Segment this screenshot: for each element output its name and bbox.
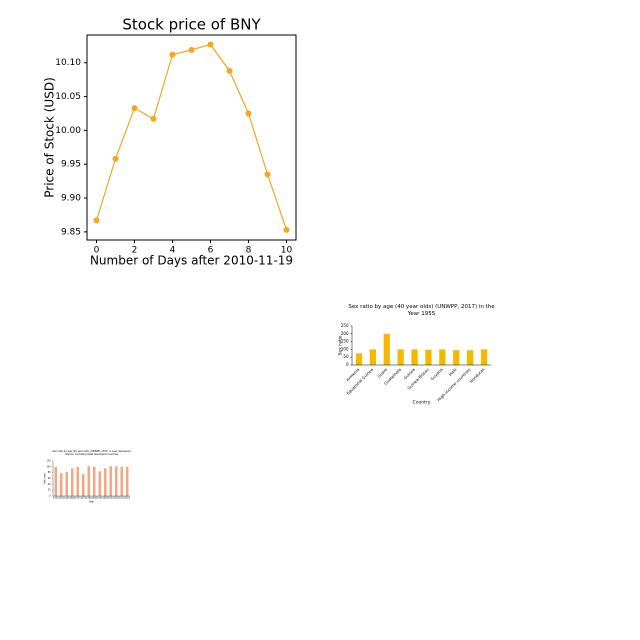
point xyxy=(245,110,252,117)
y-tick-label: 0 xyxy=(49,495,51,498)
x-tick-label: 2 xyxy=(132,246,138,256)
y-tick-label: 60 xyxy=(48,477,51,480)
point xyxy=(169,51,176,58)
point xyxy=(264,171,271,178)
y-tick-label: 120 xyxy=(46,460,51,463)
bar xyxy=(115,466,118,496)
bar xyxy=(60,473,63,496)
y-tick-label: 20 xyxy=(48,489,51,492)
x-tick-label: 1955 xyxy=(58,497,64,500)
x-tick-label: 1990 xyxy=(97,497,103,500)
x-tick-label: 2010 xyxy=(119,497,125,500)
chart-title: Stock price of BNY xyxy=(122,16,261,34)
y-tick-label: 40 xyxy=(48,483,51,486)
point xyxy=(226,67,233,74)
x-tick-label: 1950 xyxy=(53,497,59,500)
y-tick-label: 10.10 xyxy=(55,58,81,68)
bar xyxy=(71,468,74,496)
point xyxy=(93,217,100,224)
x-axis-label: Year xyxy=(89,501,94,504)
y-tick-label: 100 xyxy=(46,465,51,468)
bar xyxy=(126,466,129,496)
x-tick-label: Honduras xyxy=(468,367,485,384)
bar xyxy=(355,353,363,365)
y-tick-label: 150 xyxy=(341,339,349,344)
x-tick-label: 1995 xyxy=(102,497,108,500)
y-tick-label: 80 xyxy=(48,471,51,474)
bar xyxy=(109,466,112,496)
y-tick-label: 10.05 xyxy=(55,92,81,102)
x-tick-label: 1975 xyxy=(80,497,86,500)
y-tick-label: 50 xyxy=(343,354,349,359)
y-axis-label: Sex ratio xyxy=(44,473,47,484)
bar xyxy=(453,350,460,365)
bar xyxy=(82,474,85,496)
bar xyxy=(54,466,57,496)
y-tick-label: 200 xyxy=(341,331,349,336)
x-tick-label: 2005 xyxy=(113,497,119,500)
y-tick-label: 9.85 xyxy=(61,227,81,237)
x-tick-label: 1970 xyxy=(75,497,81,500)
x-tick-label: Equatorial Guinea xyxy=(345,366,374,395)
x-tick-label: 1960 xyxy=(64,497,70,500)
bar xyxy=(439,349,446,365)
bar xyxy=(425,349,432,365)
bar xyxy=(411,349,418,365)
x-tick-label: 2000 xyxy=(108,497,114,500)
x-tick-label: 8 xyxy=(246,246,252,256)
plot-frame xyxy=(86,34,297,241)
y-tick-label: 9.90 xyxy=(61,194,81,204)
bar xyxy=(369,349,376,365)
point xyxy=(112,155,119,162)
bar xyxy=(65,472,68,496)
x-tick-label: 1985 xyxy=(91,497,97,500)
bar xyxy=(480,349,488,365)
x-tick-label: 0 xyxy=(94,246,100,256)
bar xyxy=(120,466,123,496)
x-tick-label: 4 xyxy=(170,246,176,256)
point xyxy=(207,41,214,48)
x-axis-label: Country xyxy=(413,400,431,406)
chart-title: Sex ratio by age (20 year olds) (UNWPP, … xyxy=(52,450,131,456)
bar xyxy=(383,333,390,365)
x-tick-label: 2015 xyxy=(124,497,130,500)
x-tick-label: Guam xyxy=(376,367,388,379)
y-tick-label: 0 xyxy=(346,362,349,367)
x-tick-label: 1980 xyxy=(86,497,92,500)
x-tick-label: Haiti xyxy=(448,367,458,377)
point xyxy=(283,226,290,233)
bar xyxy=(87,466,90,496)
y-tick-label: 250 xyxy=(341,323,349,328)
x-tick-label: 1965 xyxy=(69,497,75,500)
bar xyxy=(98,471,101,496)
point xyxy=(131,105,138,112)
y-axis-label: Price of Stock (USD) xyxy=(43,77,57,198)
y-tick-label: 100 xyxy=(341,346,349,351)
bar xyxy=(467,350,474,365)
bar xyxy=(397,349,404,365)
x-tick-label: 10 xyxy=(281,246,293,256)
point xyxy=(188,46,195,53)
bar xyxy=(104,468,107,496)
point xyxy=(150,115,157,122)
y-tick-label: 10.00 xyxy=(55,126,81,136)
line xyxy=(95,43,288,231)
x-axis-label: Number of Days after 2010-11-19 xyxy=(90,254,293,268)
x-tick-label: 6 xyxy=(208,246,214,256)
y-axis-label: Sex ratio xyxy=(338,335,344,355)
chart-title: Sex ratio by age (40 year olds) (UNWPP, … xyxy=(348,304,495,317)
y-tick-label: 9.95 xyxy=(61,160,81,170)
bar xyxy=(76,466,79,496)
x-tick-label: Guyana xyxy=(429,367,444,382)
bar xyxy=(93,466,96,496)
